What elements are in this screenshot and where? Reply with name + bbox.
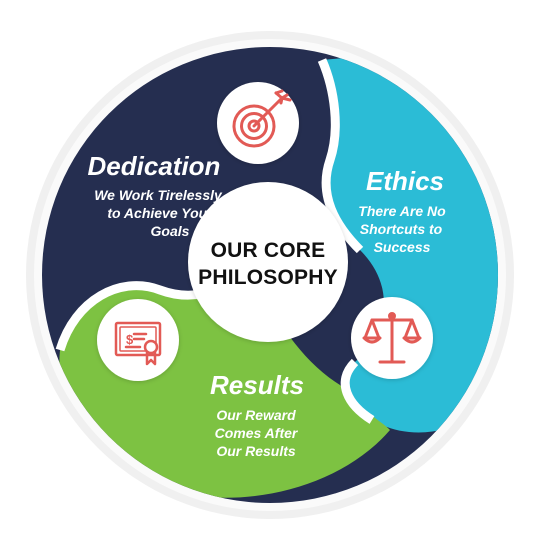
- results-line-1: Our Reward: [216, 407, 296, 423]
- target-arrow-icon: [232, 89, 292, 148]
- ethics-line-2: Shortcuts to: [360, 221, 443, 237]
- results-line-3: Our Results: [216, 443, 296, 459]
- svg-text:$: $: [126, 332, 134, 347]
- dedication-icon-badge: [217, 82, 299, 164]
- balance-scale-icon: [362, 312, 422, 364]
- ethics-icon-badge: [351, 297, 433, 379]
- results-title: Results: [210, 370, 304, 400]
- center-title-line1: OUR CORE: [211, 239, 326, 262]
- center-circle: [188, 182, 348, 342]
- dedication-title: Dedication: [88, 151, 221, 181]
- separator-dedication-ethics: [317, 58, 364, 254]
- ethics-line-1: There Are No: [358, 203, 446, 219]
- results-icon-badge: $: [97, 299, 179, 381]
- dedication-line-1: We Work Tirelessly: [94, 187, 223, 203]
- results-line-2: Comes After: [215, 425, 299, 441]
- dedication-line-3: Goals: [151, 223, 190, 239]
- ethics-title: Ethics: [366, 166, 444, 196]
- dedication-line-2: to Achieve Your: [107, 205, 214, 221]
- center-title-line2: PHILOSOPHY: [198, 266, 338, 289]
- certificate-icon: $: [114, 321, 162, 366]
- ethics-line-3: Success: [374, 239, 431, 255]
- separator-ethics-results: [340, 358, 375, 424]
